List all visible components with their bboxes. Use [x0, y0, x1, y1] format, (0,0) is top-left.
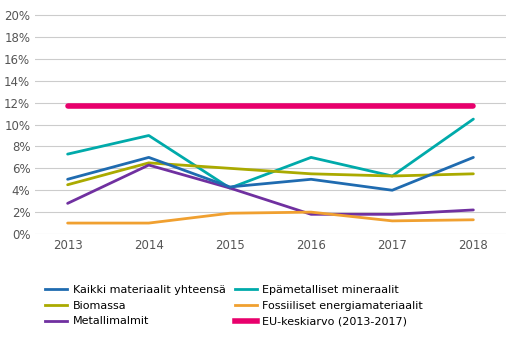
Legend: Kaikki materiaalit yhteensä, Biomassa, Metallimalmit, Epämetalliset mineraalit, : Kaikki materiaalit yhteensä, Biomassa, M… [41, 281, 427, 331]
